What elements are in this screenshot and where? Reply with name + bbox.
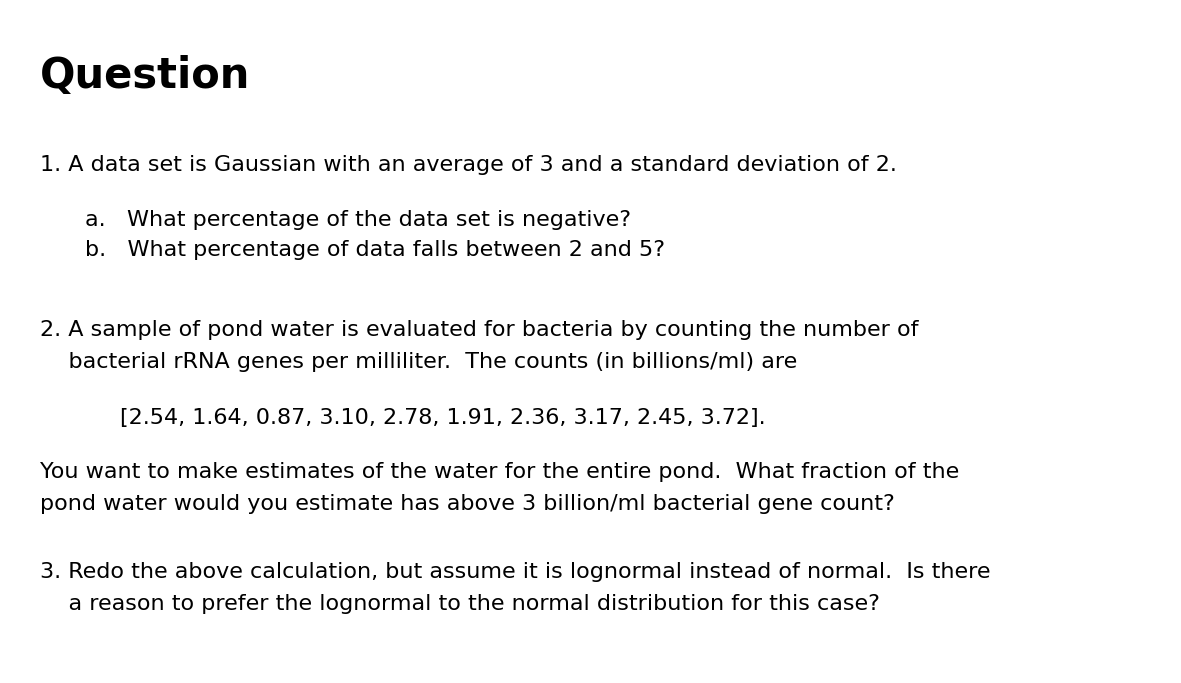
Text: You want to make estimates of the water for the entire pond.  What fraction of t: You want to make estimates of the water … — [40, 462, 959, 482]
Text: bacterial rRNA genes per milliliter.  The counts (in billions/ml) are: bacterial rRNA genes per milliliter. The… — [40, 352, 797, 372]
Text: 1. A data set is Gaussian with an average of 3 and a standard deviation of 2.: 1. A data set is Gaussian with an averag… — [40, 155, 896, 175]
Text: pond water would you estimate has above 3 billion/ml bacterial gene count?: pond water would you estimate has above … — [40, 494, 895, 514]
Text: 3. Redo the above calculation, but assume it is lognormal instead of normal.  Is: 3. Redo the above calculation, but assum… — [40, 562, 991, 582]
Text: Question: Question — [40, 55, 250, 97]
Text: 2. A sample of pond water is evaluated for bacteria by counting the number of: 2. A sample of pond water is evaluated f… — [40, 320, 919, 340]
Text: [2.54, 1.64, 0.87, 3.10, 2.78, 1.91, 2.36, 3.17, 2.45, 3.72].: [2.54, 1.64, 0.87, 3.10, 2.78, 1.91, 2.3… — [120, 408, 765, 428]
Text: b.   What percentage of data falls between 2 and 5?: b. What percentage of data falls between… — [85, 240, 665, 260]
Text: a reason to prefer the lognormal to the normal distribution for this case?: a reason to prefer the lognormal to the … — [40, 594, 880, 614]
Text: a.   What percentage of the data set is negative?: a. What percentage of the data set is ne… — [85, 210, 631, 230]
